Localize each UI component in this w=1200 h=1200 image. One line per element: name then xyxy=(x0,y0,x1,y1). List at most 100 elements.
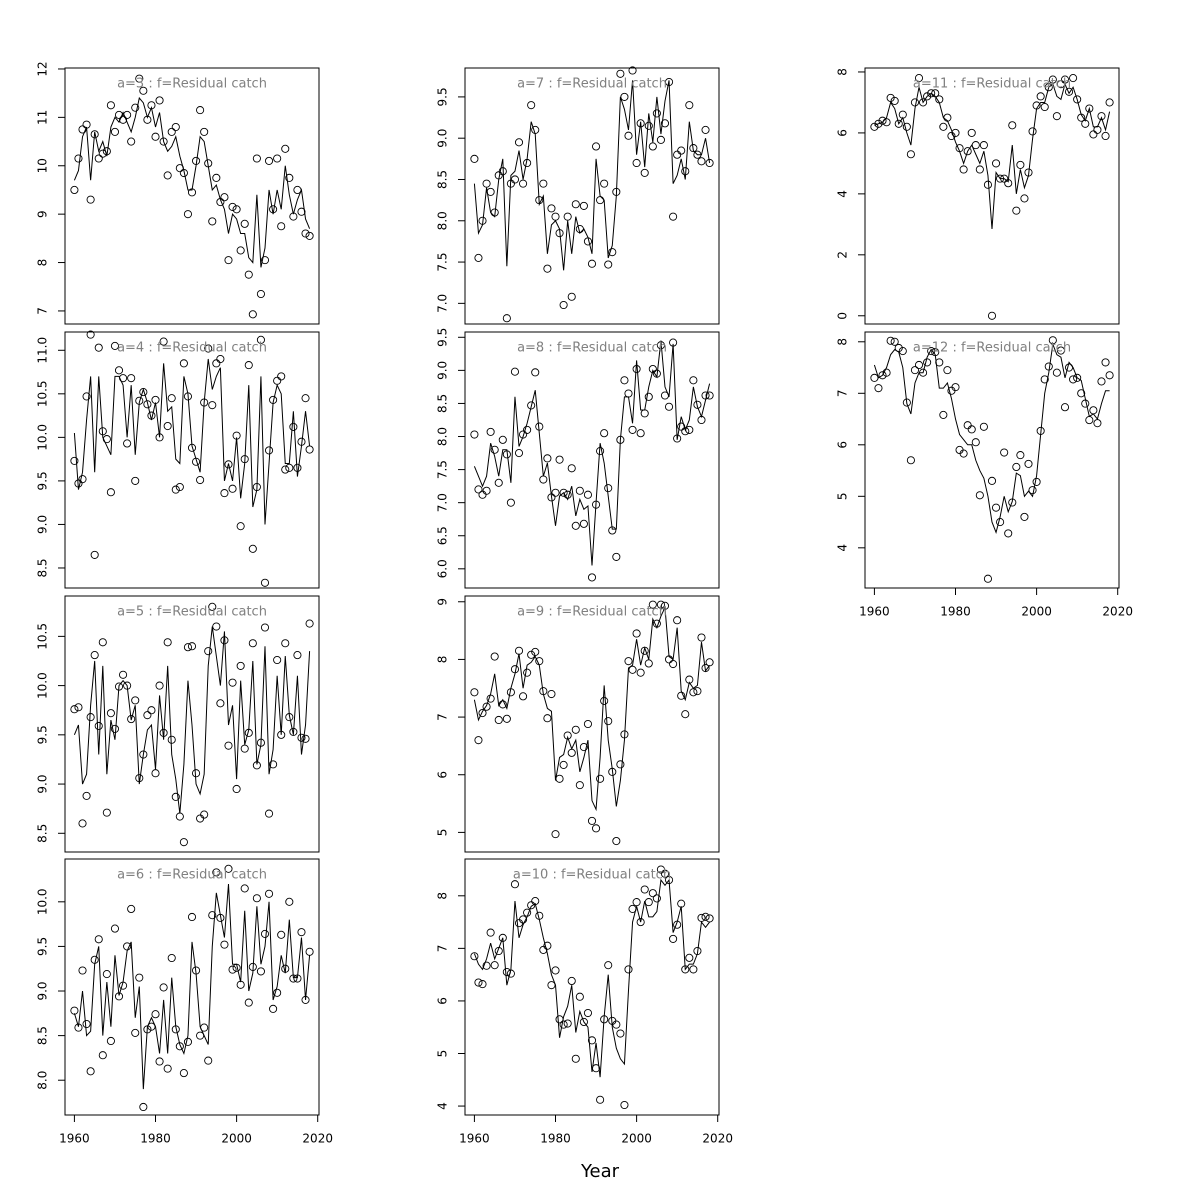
y-tick-label: 8.5 xyxy=(36,558,50,577)
data-point xyxy=(624,131,633,140)
fitted-line xyxy=(473,340,711,566)
y-tick-label: 7 xyxy=(36,307,50,315)
data-point xyxy=(159,337,168,346)
data-point xyxy=(510,880,520,889)
data-point xyxy=(281,144,290,153)
x-tick-label: 1980 xyxy=(540,1132,571,1146)
data-point xyxy=(677,146,686,155)
data-point xyxy=(94,154,103,163)
data-point xyxy=(478,980,487,989)
data-point xyxy=(652,894,661,903)
y-tick-label: 12 xyxy=(36,61,50,76)
data-point xyxy=(527,401,536,410)
data-point xyxy=(74,703,83,712)
data-point xyxy=(502,314,511,323)
y-tick-label: 9.0 xyxy=(436,129,450,148)
data-point xyxy=(220,489,229,498)
data-point xyxy=(1093,125,1102,134)
y-tick-label: 6.0 xyxy=(436,559,450,578)
data-point xyxy=(131,103,140,112)
y-tick-label: 8.5 xyxy=(36,1026,50,1045)
data-point xyxy=(106,709,115,718)
plot-frame xyxy=(864,331,1120,589)
data-point xyxy=(82,392,91,401)
data-point xyxy=(151,769,160,778)
y-tick-label: 4 xyxy=(836,190,850,198)
data-point xyxy=(474,485,483,494)
data-point xyxy=(179,359,188,368)
y-tick-label: 7.5 xyxy=(436,253,450,272)
data-point xyxy=(878,371,887,380)
y-tick-label: 10.0 xyxy=(36,888,50,915)
data-point xyxy=(486,427,495,436)
data-point xyxy=(1081,399,1090,408)
fitted-line xyxy=(73,96,311,268)
data-point xyxy=(705,391,714,400)
data-point xyxy=(1064,87,1074,96)
data-point xyxy=(514,449,524,458)
data-point xyxy=(531,647,540,656)
data-point xyxy=(224,256,233,265)
data-point xyxy=(616,69,625,78)
data-point xyxy=(155,96,164,105)
data-point xyxy=(167,394,176,403)
data-point xyxy=(648,600,657,609)
data-point xyxy=(1085,104,1094,113)
data-point xyxy=(636,668,645,677)
fitted-line xyxy=(873,342,1110,534)
y-tick-label: 7 xyxy=(436,713,450,721)
plot-frame xyxy=(64,67,320,325)
fitted-line xyxy=(473,80,711,271)
y-tick-label: 9.5 xyxy=(36,471,50,490)
data-point xyxy=(301,734,310,743)
data-point xyxy=(110,341,120,350)
data-point xyxy=(281,465,290,474)
data-point xyxy=(923,92,932,101)
data-point xyxy=(575,486,584,495)
data-point xyxy=(482,486,491,495)
data-point xyxy=(656,135,665,144)
panel: 4 5 6 7 8 1960 1980 2000 2020 a=10 : f=Residual c… xyxy=(436,858,733,1146)
y-tick-label: 11.0 xyxy=(36,337,50,364)
data-point xyxy=(567,292,576,301)
y-tick-label: 9.5 xyxy=(36,725,50,744)
plot-frame xyxy=(64,331,320,589)
data-point xyxy=(82,791,91,800)
data-point xyxy=(559,1020,568,1029)
y-tick-label: 6 xyxy=(436,997,450,1005)
data-point xyxy=(1040,102,1049,112)
plot-frame xyxy=(64,858,320,1116)
data-point xyxy=(1105,371,1114,380)
data-point xyxy=(1060,403,1070,412)
data-point xyxy=(628,66,637,75)
data-point xyxy=(992,503,1001,512)
data-point xyxy=(878,116,887,125)
data-point xyxy=(628,425,637,434)
x-tick-label: 2000 xyxy=(221,1132,252,1146)
data-point xyxy=(482,179,491,188)
data-point xyxy=(939,122,948,131)
data-point xyxy=(1016,451,1025,460)
plot-frame xyxy=(464,67,720,325)
data-point xyxy=(914,74,924,83)
data-point xyxy=(587,1036,597,1045)
data-point xyxy=(1093,419,1102,428)
data-point xyxy=(624,657,633,666)
data-point xyxy=(559,488,568,497)
data-point xyxy=(163,638,172,647)
fitted-line xyxy=(73,883,311,1090)
data-point xyxy=(705,658,714,667)
data-point xyxy=(689,965,698,974)
y-tick-label: 6 xyxy=(836,441,850,449)
data-point xyxy=(143,711,152,720)
y-tick-label: 9.5 xyxy=(36,937,50,956)
y-tick-label: 8.5 xyxy=(436,394,450,413)
data-point xyxy=(86,1067,95,1076)
data-point xyxy=(1077,389,1086,398)
data-point xyxy=(523,425,532,434)
data-point xyxy=(571,200,580,209)
data-point xyxy=(1028,127,1037,136)
data-point xyxy=(151,1010,160,1019)
data-point xyxy=(527,101,536,110)
data-point xyxy=(155,1057,164,1066)
